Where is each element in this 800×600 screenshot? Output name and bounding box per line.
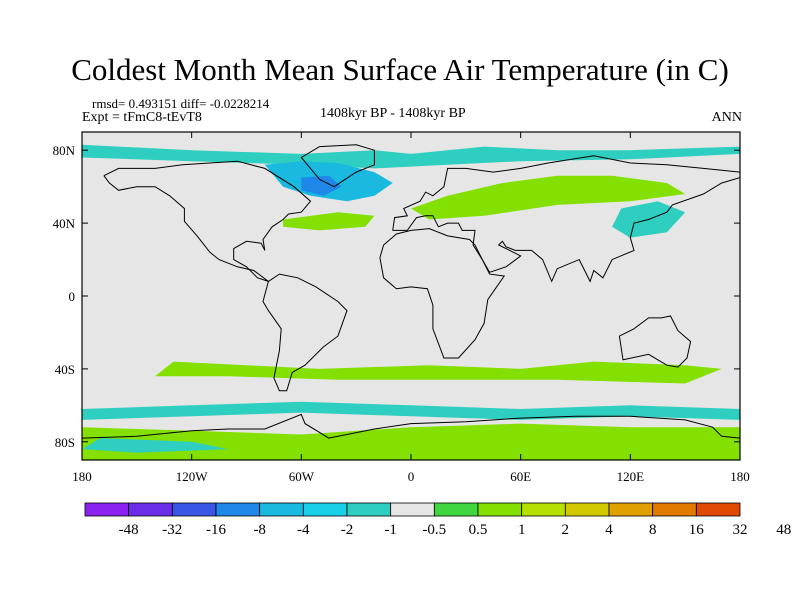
colorbar-swatch (695, 502, 741, 517)
colorbar-swatch (477, 502, 523, 517)
anomaly-region-arctic-band (82, 144, 740, 169)
colorbar-swatch (521, 502, 566, 517)
colorbar-swatch (390, 502, 435, 517)
colorbar-swatch (171, 502, 217, 517)
x-tick-label: 120W (176, 469, 209, 484)
colorbar-swatch (346, 502, 392, 517)
figure-title: Coldest Month Mean Surface Air Temperatu… (71, 52, 729, 87)
experiment-label: Expt = tFmC8-tEvT8 (82, 110, 202, 125)
y-tick-label: 80N (53, 143, 76, 158)
colorbar: -48 -32 -16 -8 -4 -2 -1 -0.5 0.5 1 2 4 8 16 32 48 (84, 502, 791, 538)
coastline-greenland (300, 144, 375, 188)
anomaly-region-labrador-cooling-core (301, 175, 342, 196)
colorbar-swatch (215, 502, 261, 517)
anomaly-region-antarctic-cooling (82, 438, 229, 453)
colorbar-label: -2 (341, 522, 354, 538)
coastline-north-america (103, 160, 312, 282)
colorbar-label: 48 (776, 522, 791, 538)
colorbar-swatch (564, 502, 610, 517)
y-tick-label: 80S (55, 435, 75, 450)
colorbar-label: -8 (253, 522, 266, 538)
colorbar-label: -32 (162, 522, 182, 538)
x-tick-label: 0 (408, 469, 415, 484)
coastline-africa (379, 228, 506, 359)
colorbar-label: 8 (649, 522, 657, 538)
coastline-antarctica (82, 413, 740, 439)
stats-text: rmsd= 0.493151 diff= -0.0228214 (92, 96, 270, 111)
colorbar-label: 0.5 (469, 522, 488, 538)
x-tick-label: 60E (510, 469, 531, 484)
colorbar-label: -4 (297, 522, 310, 538)
colorbar-label: -1 (384, 522, 397, 538)
anomaly-region-southern-ocean-60s (82, 401, 740, 420)
colorbar-swatch (302, 502, 348, 517)
anomaly-layer (82, 144, 740, 460)
anomaly-region-southern-ocean-40s (155, 361, 722, 384)
colorbar-label: 2 (562, 522, 570, 538)
x-tick-label: 180 (72, 469, 92, 484)
anomaly-region-eurasia-warming (411, 175, 686, 220)
colorbar-label: -48 (119, 522, 139, 538)
colorbar-label: -16 (206, 522, 226, 538)
colorbar-label: 16 (689, 522, 705, 538)
axis-ticks: 180 120W 60W 0 60E 120E 180 80N 40N 0 40S 80S (53, 132, 750, 484)
colorbar-swatch (128, 502, 173, 517)
x-tick-label: 120E (617, 469, 645, 484)
coastline-australia (618, 315, 692, 368)
y-tick-label: 40N (53, 216, 76, 231)
coastline-south-america (262, 273, 348, 392)
colorbar-swatch (433, 502, 479, 517)
coastline-layer (82, 144, 740, 439)
season-label: ANN (711, 110, 742, 125)
coastline-eurasia (392, 155, 740, 283)
colorbar-label: 1 (518, 522, 526, 538)
colorbar-label: -0.5 (422, 522, 446, 538)
x-tick-label: 60W (289, 469, 315, 484)
period-label: 1408kyr BP - 1408kyr BP (320, 106, 466, 121)
colorbar-swatch (259, 502, 304, 517)
x-tick-label: 180 (730, 469, 750, 484)
colorbar-label: 32 (733, 522, 748, 538)
colorbar-swatch (652, 502, 697, 517)
colorbar-swatch (608, 502, 654, 517)
anomaly-region-atlantic-band-40n (283, 212, 375, 231)
y-tick-label: 40S (55, 362, 75, 377)
y-tick-label: 0 (69, 289, 76, 304)
anomaly-region-antarctic-band (82, 423, 740, 460)
colorbar-label: 4 (605, 522, 613, 538)
colorbar-swatch (84, 502, 130, 517)
